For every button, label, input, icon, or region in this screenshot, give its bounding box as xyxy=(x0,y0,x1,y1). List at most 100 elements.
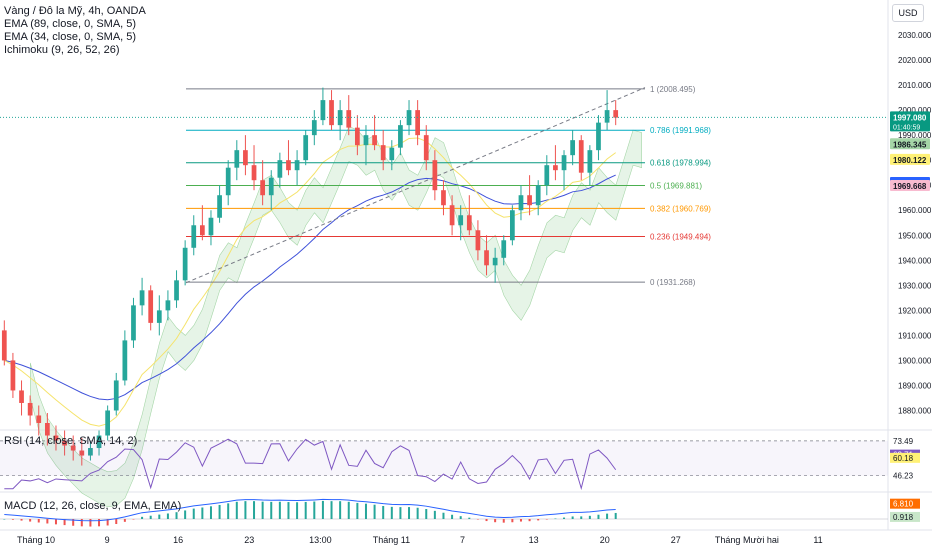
time-tick-label: Tháng 10 xyxy=(17,535,55,545)
macd-histogram-bar xyxy=(192,508,195,519)
candle-body xyxy=(398,125,403,148)
fib-level-label: 0 (1931.268) xyxy=(650,278,696,287)
candle-body xyxy=(613,110,619,118)
candle-body xyxy=(243,150,248,166)
rsi-tag-label: 46.23 xyxy=(893,472,914,481)
macd-histogram-bar xyxy=(11,519,14,520)
macd-histogram-bar xyxy=(356,502,359,519)
macd-histogram-bar xyxy=(364,503,367,519)
macd-histogram-bar xyxy=(554,518,557,520)
macd-histogram-bar xyxy=(175,512,178,519)
fib-level-label: 0.236 (1949.494) xyxy=(650,233,711,242)
macd-histogram-bar xyxy=(580,516,583,519)
macd-tag xyxy=(890,511,920,522)
legend-ema89[interactable]: EMA (89, close, 0, SMA, 5) xyxy=(4,18,137,30)
macd-histogram-bar xyxy=(330,501,333,519)
rsi-tag xyxy=(890,435,920,446)
candle-body xyxy=(337,110,343,126)
macd-histogram-bar xyxy=(528,519,531,522)
currency-button[interactable]: USD xyxy=(892,4,924,22)
candle-body xyxy=(561,155,567,171)
candle-body xyxy=(113,380,119,411)
macd-histogram-bar xyxy=(468,517,471,519)
candle-body xyxy=(329,100,334,126)
candle-body xyxy=(311,120,317,136)
macd-histogram-bar xyxy=(218,504,221,519)
macd-histogram-bar xyxy=(106,519,109,526)
macd-histogram-bar xyxy=(511,519,514,523)
price-tag-label: 1969.668 xyxy=(893,182,927,191)
macd-histogram-bar xyxy=(563,517,566,519)
macd-histogram-bar xyxy=(261,501,264,519)
macd-histogram-bar xyxy=(72,519,75,526)
macd-histogram-bar xyxy=(29,519,32,522)
candle-body xyxy=(415,110,421,136)
price-tag-label: 1997.080 xyxy=(893,113,927,122)
candle-body xyxy=(441,190,446,206)
candle-body xyxy=(268,177,274,196)
macd-histogram-bar xyxy=(416,507,419,519)
macd-histogram-bar xyxy=(54,519,57,525)
candle-body xyxy=(466,215,472,231)
rsi-label[interactable]: RSI (14, close, SMA, 14, 2) xyxy=(4,435,138,447)
price-tag xyxy=(890,153,930,165)
price-tick-label: 2020.000 xyxy=(898,56,932,65)
ichimoku-cloud xyxy=(30,125,642,508)
legend-ichimoku[interactable]: Ichimoku (9, 26, 52, 26) xyxy=(4,44,120,56)
price-tag-label: 1980.122 xyxy=(893,156,927,165)
candle-body xyxy=(251,165,257,181)
macd-histogram-bar xyxy=(606,513,609,519)
macd-histogram-bar xyxy=(399,507,402,519)
candle-body xyxy=(217,195,222,218)
macd-label[interactable]: MACD (12, 26, close, 9, EMA, EMA) xyxy=(4,500,182,512)
macd-histogram-bar xyxy=(597,514,600,519)
price-tick-label: 1960.000 xyxy=(898,206,932,215)
macd-histogram-bar xyxy=(494,519,497,523)
candle-body xyxy=(225,167,231,196)
macd-histogram-bar xyxy=(270,501,273,519)
candle-body xyxy=(518,195,524,211)
candle-body xyxy=(234,150,240,168)
candle-body xyxy=(53,435,59,441)
macd-histogram-bar xyxy=(321,500,324,519)
macd-histogram-bar xyxy=(244,501,247,519)
candle-body xyxy=(372,135,377,146)
candle-body xyxy=(320,100,326,121)
time-tick-label: 16 xyxy=(173,535,183,545)
candle-body xyxy=(139,290,145,306)
macd-histogram-bar xyxy=(373,504,376,519)
candle-body xyxy=(363,135,369,146)
legend-symbol[interactable]: Vàng / Đô la Mỹ, 4h, OANDA xyxy=(4,5,146,17)
trend-line xyxy=(185,87,646,284)
candle-body xyxy=(131,305,136,341)
fib-level-label: 0.618 (1978.994) xyxy=(650,159,711,168)
macd-histogram-bar xyxy=(382,505,385,519)
rsi-tag xyxy=(890,452,920,463)
price-tick-label: 1920.000 xyxy=(898,306,932,315)
candle-body xyxy=(553,165,558,171)
candle-body xyxy=(27,402,33,416)
macd-histogram-bar xyxy=(339,501,342,519)
price-tick-label: 1880.000 xyxy=(898,406,932,415)
macd-tag-label: 0.918 xyxy=(893,513,914,522)
macd-tag xyxy=(890,498,920,509)
macd-histogram-bar xyxy=(166,513,169,519)
candle-body xyxy=(354,127,360,146)
candle-body xyxy=(423,135,429,161)
macd-histogram-bar xyxy=(123,519,126,522)
macd-histogram-bar xyxy=(98,519,101,527)
rsi-band xyxy=(0,440,888,476)
macd-histogram-bar xyxy=(115,519,118,525)
macd-histogram-bar xyxy=(63,519,66,526)
macd-histogram-bar xyxy=(253,501,256,519)
price-tag xyxy=(890,180,930,192)
macd-histogram-bar xyxy=(588,515,591,519)
price-tick-label: 1940.000 xyxy=(898,256,932,265)
legend-ema34[interactable]: EMA (34, close, 0, SMA, 5) xyxy=(4,31,137,43)
macd-histogram-bar xyxy=(459,516,462,519)
macd-line xyxy=(4,498,616,522)
candle-body xyxy=(105,410,111,436)
macd-histogram-bar xyxy=(20,519,23,521)
